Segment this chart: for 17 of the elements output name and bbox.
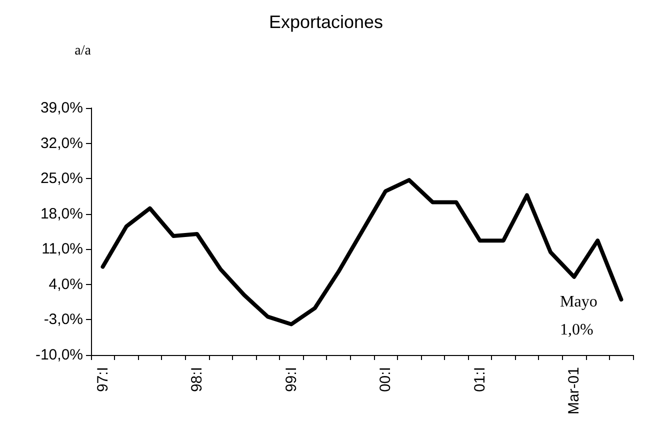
y-tick-label: 32,0% xyxy=(40,134,83,152)
x-tick-label: 01:I xyxy=(471,367,488,392)
y-tick-label: 11,0% xyxy=(42,240,83,258)
chart-title: Exportaciones xyxy=(268,12,384,32)
y-tick-label: 39,0% xyxy=(40,100,83,116)
x-tick-label: 98:I xyxy=(188,367,206,392)
y-tick-label: 18,0% xyxy=(40,205,83,222)
y-tick-label: -3,0% xyxy=(44,311,83,328)
y-tick-label: -10,0% xyxy=(35,346,83,364)
y-axis-title: a/a xyxy=(74,44,92,58)
y-tick-label: 4,0% xyxy=(48,276,83,293)
x-tick-label: 99:I xyxy=(282,367,300,392)
x-tick-label: 00:I xyxy=(377,367,394,392)
y-tick-label: 25,0% xyxy=(40,170,83,188)
x-tick-label: Mar-01 xyxy=(566,367,583,415)
annotation: Mayo 1,0% xyxy=(560,294,598,338)
x-tick-label: 97:I xyxy=(94,367,112,392)
